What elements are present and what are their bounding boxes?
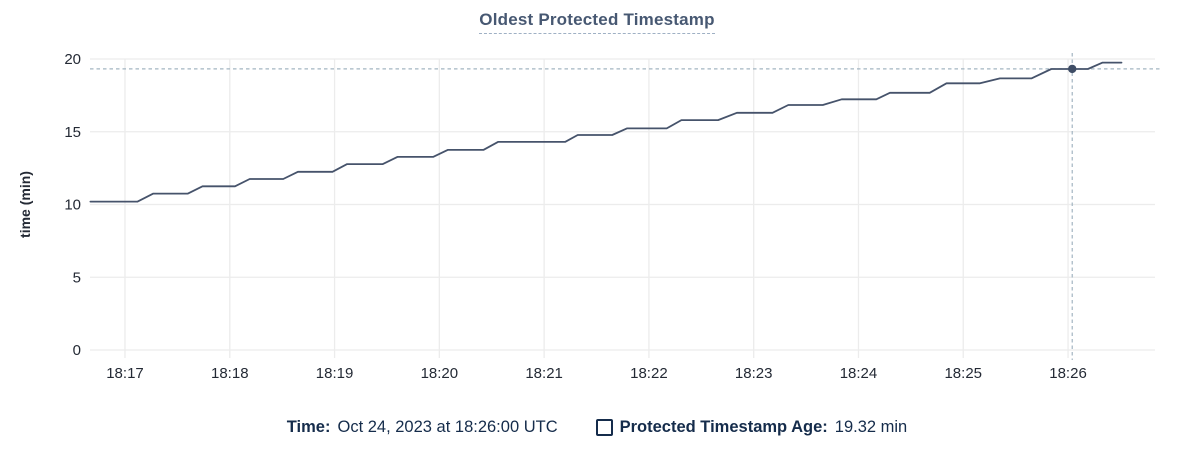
legend-series-value: 19.32 min bbox=[834, 418, 908, 436]
y-tick-label: 10 bbox=[64, 197, 81, 214]
y-tick-label: 15 bbox=[64, 124, 81, 141]
line-chart-plot[interactable]: 0 5 10 15 20 18:17 18:18 18:19 18:20 18:21 18:22 18… bbox=[0, 0, 1194, 400]
x-tick-label: 18:18 bbox=[211, 365, 249, 382]
chart-title-row: Oldest Protected Timestamp bbox=[0, 10, 1194, 34]
x-tick-label: 18:17 bbox=[106, 365, 144, 382]
x-tick-label: 18:25 bbox=[944, 365, 982, 382]
y-tick-label: 5 bbox=[73, 269, 81, 286]
legend-time-value: Oct 24, 2023 at 18:26:00 UTC bbox=[337, 418, 558, 436]
y-tick-label: 20 bbox=[64, 51, 81, 68]
x-tick-label: 18:24 bbox=[840, 365, 878, 382]
x-tick-label: 18:19 bbox=[316, 365, 354, 382]
x-tick-label: 18:26 bbox=[1049, 365, 1087, 382]
chart-title[interactable]: Oldest Protected Timestamp bbox=[479, 10, 715, 34]
hover-point-dot bbox=[1068, 64, 1077, 74]
series-line bbox=[89, 61, 1123, 203]
x-tick-label: 18:20 bbox=[421, 365, 459, 382]
x-tick-label: 18:21 bbox=[525, 365, 563, 382]
legend-series-label: Protected Timestamp Age: bbox=[619, 418, 828, 436]
legend-time-label: Time: bbox=[286, 418, 331, 436]
y-axis-title: time (min) bbox=[17, 171, 33, 238]
series-checkbox-icon[interactable] bbox=[595, 419, 613, 436]
y-tick-label: 0 bbox=[73, 342, 81, 359]
x-tick-label: 18:22 bbox=[630, 365, 668, 382]
x-tick-label: 18:23 bbox=[735, 365, 773, 382]
chart-legend: Time: Oct 24, 2023 at 18:26:00 UTC Prote… bbox=[0, 418, 1194, 437]
